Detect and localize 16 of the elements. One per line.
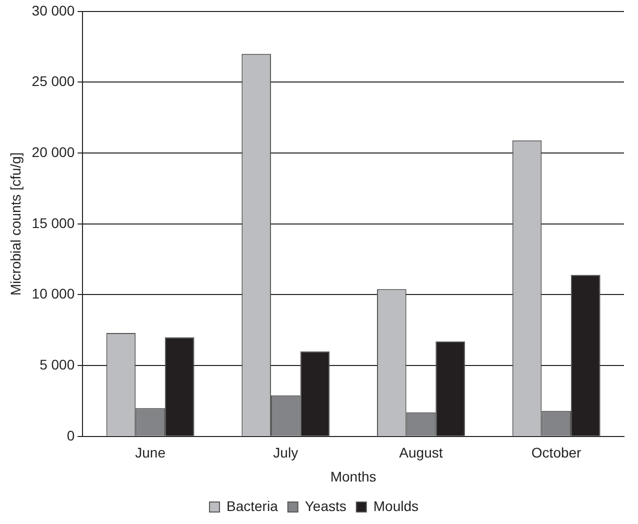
x-tick-label: August [399, 444, 443, 461]
y-tick-label: 0 [66, 427, 75, 444]
y-tick-label: 20 000 [32, 144, 75, 160]
x-tick-label: October [531, 444, 582, 461]
y-tick-label: 25 000 [32, 73, 75, 90]
legend-label: Bacteria [226, 498, 278, 514]
x-tick-label: June [135, 444, 166, 461]
y-tick-label: 30 000 [32, 2, 75, 18]
y-tick-label: 15 000 [32, 214, 75, 231]
legend-label: Moulds [373, 498, 419, 514]
y-axis-title: Microbial counts [cfu/g] [7, 152, 24, 296]
y-tick-label: 10 000 [32, 286, 75, 302]
y-tick-label: 5 000 [40, 356, 75, 372]
x-axis-title: Months [330, 468, 376, 484]
x-tick-label: July [273, 444, 298, 461]
legend-label: Yeasts [304, 498, 346, 514]
